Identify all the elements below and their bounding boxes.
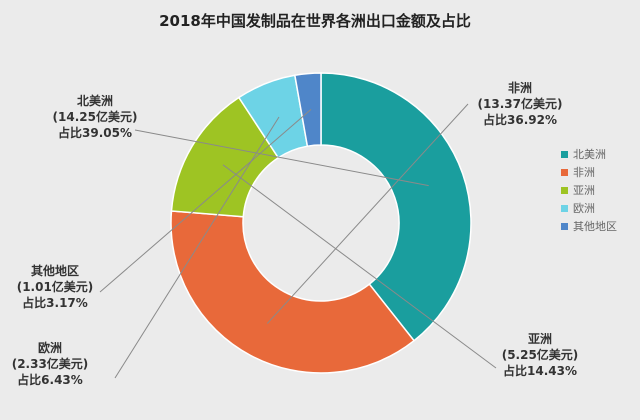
legend-label-1: 非洲 [573,166,595,179]
leader-line-0 [134,129,429,187]
label-name-0: 北美洲 [77,93,113,108]
legend-swatch-2 [561,187,568,194]
label-value-4: (1.01亿美元) [17,279,94,294]
label-name-1: 非洲 [508,80,532,95]
legend-label-0: 北美洲 [573,148,606,161]
slice-1 [170,210,416,374]
label-percent-2: 占比14.43% [503,363,577,378]
legend-label-2: 亚洲 [573,184,595,197]
legend-swatch-1 [561,169,568,176]
slices-group [170,72,472,374]
slice-4 [293,72,322,148]
label-value-1: (13.37亿美元) [478,96,563,111]
chart-title: 2018年中国发制品在世界各洲出口金额及占比 [159,12,471,30]
legend-swatch-0 [561,151,568,158]
slice-0 [320,72,472,342]
legend-swatch-4 [561,223,568,230]
label-value-0: (14.25亿美元) [53,109,138,124]
legend-label-3: 欧洲 [573,202,595,215]
label-name-2: 亚洲 [528,332,552,346]
label-name-4: 其他地区 [31,263,79,278]
label-percent-4: 占比3.17% [22,295,88,310]
data-labels-group: 北美洲(14.25亿美元)占比39.05% 非洲(13.37亿美元)占比36.92… [12,80,579,387]
legend-swatch-3 [561,205,568,212]
legend-label-4: 其他地区 [573,220,617,233]
leader-lines-group [99,103,497,379]
leader-line-2 [222,164,497,369]
label-percent-3: 占比6.43% [17,372,83,387]
leader-line-1 [266,103,469,324]
label-value-3: (2.33亿美元) [12,356,89,371]
label-value-2: (5.25亿美元) [502,347,579,362]
label-name-3: 欧洲 [38,340,62,355]
label-percent-0: 占比39.05% [58,125,132,140]
leader-line-4 [99,109,312,293]
label-percent-1: 占比36.92% [483,112,557,127]
